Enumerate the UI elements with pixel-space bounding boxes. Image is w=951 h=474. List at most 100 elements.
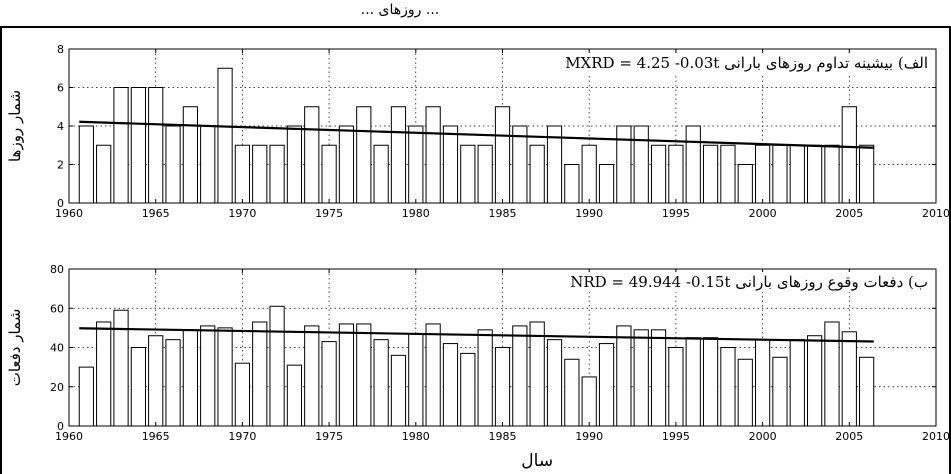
x-tick-label: 1970 xyxy=(228,207,256,220)
y-tick-label: 2 xyxy=(57,159,64,172)
bar xyxy=(529,144,545,204)
bar xyxy=(494,347,511,427)
title-background xyxy=(562,53,931,73)
chart-title: ب) دفعات وقوع روزهای بارانی NRD = 49.944… xyxy=(570,273,928,291)
title-background xyxy=(567,272,931,292)
x-tick-label: 1990 xyxy=(575,430,603,443)
x-tick-label: 1995 xyxy=(662,430,690,443)
bar xyxy=(148,87,164,204)
bar xyxy=(182,106,198,204)
trend-line xyxy=(79,327,874,343)
bar xyxy=(668,144,684,204)
bar xyxy=(96,144,112,204)
x-tick-label: 2010 xyxy=(922,430,950,443)
bar xyxy=(859,144,875,204)
bar xyxy=(321,341,337,427)
bar xyxy=(356,106,372,204)
bar xyxy=(165,125,181,204)
bar xyxy=(373,144,389,204)
bar xyxy=(148,335,164,427)
bar xyxy=(390,354,407,427)
bar xyxy=(529,321,545,427)
bar xyxy=(321,144,337,204)
bar xyxy=(460,352,476,427)
bar xyxy=(754,339,771,427)
bar xyxy=(78,125,94,204)
y-axis-label: شمار دفعات xyxy=(6,309,24,387)
bar xyxy=(737,358,753,427)
x-tick-labels: 1960 1965 1970 1975 1980 1985 1990 1995 2000 2005… xyxy=(55,269,950,443)
bar xyxy=(408,333,424,427)
bar xyxy=(581,376,597,427)
y-tick-label: 6 xyxy=(57,82,64,95)
bar xyxy=(390,106,407,204)
y-tick-label: 8 xyxy=(57,43,64,56)
bar xyxy=(685,125,701,204)
y-axis-label: شمار روزها xyxy=(6,90,24,162)
bar xyxy=(772,144,788,204)
bar xyxy=(425,323,441,427)
x-tick-label: 1960 xyxy=(55,207,83,220)
bar xyxy=(650,329,667,427)
y-tick-labels: 0 2 4 6 8 xyxy=(57,43,936,210)
trend-line xyxy=(79,120,874,149)
x-tick-labels: 1960 1965 1970 1975 1980 1985 1990 1995 2000 2005… xyxy=(55,49,950,220)
y-tick-labels: 0 20 40 60 80 xyxy=(50,263,936,433)
bar xyxy=(356,323,372,427)
bar xyxy=(269,144,285,204)
bar xyxy=(616,125,632,204)
bar xyxy=(702,337,719,427)
bar xyxy=(442,125,459,204)
bar xyxy=(200,325,216,427)
x-tick-label: 2000 xyxy=(749,430,777,443)
bar xyxy=(425,106,441,204)
bar xyxy=(286,364,303,427)
x-tick-label: 1965 xyxy=(142,207,170,220)
bar xyxy=(96,321,112,427)
bar xyxy=(720,347,736,427)
bar xyxy=(286,125,303,204)
x-tick-label: 1980 xyxy=(402,430,430,443)
bar xyxy=(130,347,146,427)
bar xyxy=(702,144,719,204)
bar xyxy=(581,144,597,204)
header-fragment: ... روزهای ... xyxy=(361,2,440,18)
bar xyxy=(633,125,649,204)
bar xyxy=(252,144,268,204)
x-tick-label: 2000 xyxy=(749,207,777,220)
bar xyxy=(200,125,216,204)
bar xyxy=(304,325,320,427)
bar xyxy=(616,325,632,427)
x-tick-label: 1990 xyxy=(575,207,603,220)
bar xyxy=(789,144,805,204)
x-tick-label: 2005 xyxy=(835,430,863,443)
bar xyxy=(338,323,355,427)
bar xyxy=(512,125,528,204)
bar xyxy=(685,337,701,427)
bar xyxy=(807,144,823,204)
bar xyxy=(512,325,528,427)
y-tick-label: 0 xyxy=(57,197,64,210)
bar xyxy=(807,335,823,427)
y-tick-label: 0 xyxy=(57,420,64,433)
bar xyxy=(564,358,580,427)
bar xyxy=(737,164,753,204)
bar xyxy=(841,106,857,204)
bar xyxy=(182,329,198,427)
bar xyxy=(373,339,389,427)
bars xyxy=(78,305,875,427)
bar xyxy=(130,87,146,204)
bar xyxy=(165,339,181,427)
bar xyxy=(217,327,233,427)
x-tick-label: 1980 xyxy=(402,207,430,220)
x-tick-label: 1970 xyxy=(228,430,256,443)
x-tick-label: 1975 xyxy=(315,430,343,443)
bar xyxy=(564,164,580,204)
bar xyxy=(338,125,355,204)
bar xyxy=(754,144,771,204)
bar xyxy=(269,305,285,427)
bar xyxy=(841,331,857,427)
bar xyxy=(234,362,251,427)
bar xyxy=(304,106,320,204)
